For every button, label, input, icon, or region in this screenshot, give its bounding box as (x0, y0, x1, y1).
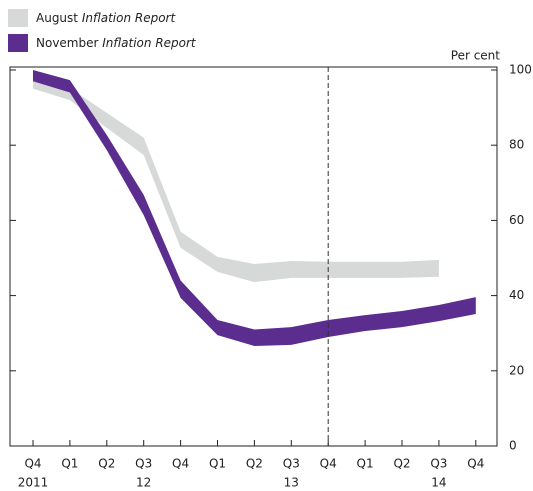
year-label: 2011 (18, 476, 49, 490)
x-tick-label: Q2 (393, 457, 410, 471)
legend-name-italic: Inflation Report (82, 11, 177, 25)
legend-name: August (36, 11, 78, 25)
x-tick-label: Q1 (209, 457, 226, 471)
x-tick-label: Q4 (24, 457, 41, 471)
band-area (33, 70, 439, 283)
legend-label: November Inflation Report (36, 36, 197, 50)
y-tick-label: 0 (509, 439, 517, 453)
x-tick-label: Q4 (172, 457, 189, 471)
legend-name-italic: Inflation Report (102, 36, 197, 50)
x-tick-label: Q1 (357, 457, 374, 471)
legend-swatch (8, 34, 28, 52)
year-label: 12 (136, 476, 151, 490)
plot-frame (9, 66, 498, 447)
y-tick-label: 80 (509, 138, 524, 152)
y-tick-label: 20 (509, 363, 524, 377)
x-tick-label: Q3 (135, 457, 152, 471)
y-tick-label: 60 (509, 213, 524, 227)
x-tick-label: Q4 (467, 457, 484, 471)
x-tick-label: Q1 (61, 457, 78, 471)
y-tick-label: 100 (509, 63, 532, 77)
legend-label: August Inflation Report (36, 11, 176, 25)
year-label: 14 (431, 476, 446, 490)
x-tick-label: Q2 (98, 457, 115, 471)
x-tick-label: Q3 (430, 457, 447, 471)
band-area (33, 70, 476, 346)
year-label: 13 (284, 476, 299, 490)
x-tick-label: Q3 (283, 457, 300, 471)
legend-swatch (8, 9, 28, 27)
x-tick-label: Q2 (246, 457, 263, 471)
legend-name: November (36, 36, 98, 50)
x-tick-label: Q4 (320, 457, 337, 471)
unit-label: Per cent (451, 49, 501, 63)
y-tick-label: 40 (509, 288, 524, 302)
